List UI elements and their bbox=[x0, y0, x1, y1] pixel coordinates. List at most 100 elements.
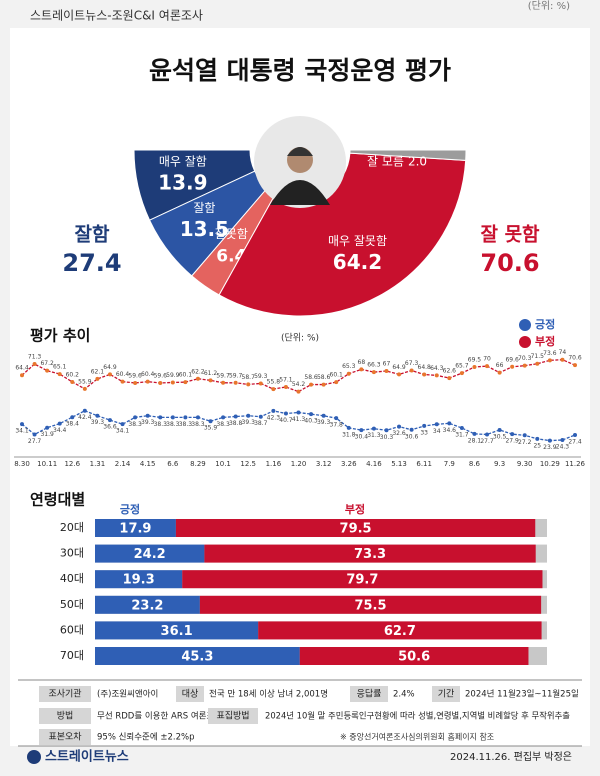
survey-label: 응답률 bbox=[357, 688, 382, 700]
survey-label-box bbox=[350, 686, 388, 702]
x-tick-label: 9.30 bbox=[517, 460, 533, 468]
data-label: 59.6 bbox=[128, 372, 142, 379]
data-label: 69.6 bbox=[505, 356, 519, 363]
point bbox=[32, 362, 37, 367]
point bbox=[334, 416, 339, 421]
bar bbox=[95, 621, 259, 640]
bar-label: 24.2 bbox=[134, 547, 166, 562]
bar-label: 75.5 bbox=[354, 598, 386, 613]
data-label: 30.6 bbox=[405, 433, 419, 440]
category-label: 70대 bbox=[60, 649, 84, 662]
x-tick-label: 10.29 bbox=[540, 460, 560, 468]
x-tick-label: 7.9 bbox=[444, 460, 455, 468]
point bbox=[485, 364, 490, 369]
point bbox=[283, 384, 288, 389]
photo-figure bbox=[270, 180, 330, 205]
data-label: 64.9 bbox=[392, 364, 406, 371]
point bbox=[170, 380, 175, 385]
data-label: 39.3 bbox=[242, 419, 256, 426]
data-label: 67.2 bbox=[40, 360, 54, 367]
point bbox=[82, 408, 87, 413]
credit: 2024.11.26. 편집부 박정은 bbox=[450, 751, 572, 763]
point bbox=[397, 424, 402, 429]
category-label: 60대 bbox=[60, 623, 84, 636]
data-label: 62.1 bbox=[91, 368, 105, 375]
point bbox=[472, 364, 477, 369]
slice-label: 잘함 bbox=[193, 201, 215, 215]
legend-label: 긍정 bbox=[535, 317, 555, 331]
bar-label: 79.5 bbox=[340, 522, 372, 537]
data-label: 38.3 bbox=[179, 421, 193, 428]
data-label: 36.6 bbox=[103, 424, 117, 431]
legend-marker bbox=[519, 336, 531, 348]
slice-value: 64.2 bbox=[333, 250, 382, 274]
data-label: 60.1 bbox=[330, 372, 344, 379]
survey-label-box bbox=[208, 708, 258, 724]
point bbox=[233, 414, 238, 419]
data-label: 65.7 bbox=[455, 363, 469, 370]
data-label: 30.3 bbox=[380, 434, 394, 441]
data-label: 68 bbox=[358, 359, 366, 366]
point bbox=[133, 415, 138, 420]
category-label: 50대 bbox=[60, 598, 84, 611]
survey-label-box bbox=[39, 729, 91, 745]
point bbox=[208, 419, 213, 424]
data-label: 54.2 bbox=[292, 381, 306, 388]
bar-label: 17.9 bbox=[119, 522, 151, 537]
pie-slice bbox=[349, 149, 467, 161]
point bbox=[57, 421, 62, 426]
bar-label: 45.3 bbox=[181, 650, 213, 665]
x-tick-label: 1.31 bbox=[90, 460, 106, 468]
legend-label: 부정 bbox=[535, 334, 555, 348]
data-label: 69.5 bbox=[468, 356, 482, 363]
point bbox=[296, 389, 301, 394]
x-tick-label: 8.30 bbox=[14, 460, 30, 468]
bar bbox=[95, 544, 205, 563]
x-tick-label: 5.13 bbox=[391, 460, 407, 468]
data-label: 62.2 bbox=[191, 368, 205, 375]
point bbox=[547, 358, 552, 363]
survey-label: 기간 bbox=[438, 689, 455, 700]
bar-label: 19.3 bbox=[123, 573, 155, 588]
point bbox=[510, 432, 515, 437]
data-label: 39.3 bbox=[91, 419, 105, 426]
data-label: 70.3 bbox=[518, 355, 532, 362]
point bbox=[70, 379, 75, 384]
data-label: 30.4 bbox=[355, 434, 369, 441]
point bbox=[472, 431, 477, 436]
bar-label: 36.1 bbox=[161, 624, 193, 639]
point bbox=[485, 432, 490, 437]
point bbox=[95, 376, 100, 381]
point bbox=[359, 367, 364, 372]
x-tick-label: 3.26 bbox=[341, 460, 357, 468]
point bbox=[258, 414, 263, 419]
point bbox=[371, 426, 376, 431]
point bbox=[233, 380, 238, 385]
bar bbox=[95, 570, 183, 589]
x-tick-label: 3.12 bbox=[316, 460, 332, 468]
data-label: 66 bbox=[496, 362, 504, 369]
data-label: 61.2 bbox=[204, 370, 218, 377]
point bbox=[107, 418, 112, 423]
point bbox=[45, 368, 50, 373]
slice-value: 2.0 bbox=[408, 154, 427, 168]
data-label: 39.3 bbox=[317, 419, 331, 426]
data-label: 24.3 bbox=[556, 443, 570, 450]
data-label: 58.6 bbox=[317, 374, 331, 381]
survey-label-box bbox=[432, 686, 460, 702]
total-label: 잘 못함 bbox=[480, 224, 540, 246]
data-label: 57.1 bbox=[279, 376, 293, 383]
x-tick-label: 6.11 bbox=[416, 460, 432, 468]
x-tick-label: 12.6 bbox=[64, 460, 80, 468]
point bbox=[183, 380, 188, 385]
data-label: 31.7 bbox=[455, 432, 469, 439]
point bbox=[522, 433, 527, 438]
data-label: 70.6 bbox=[568, 355, 582, 362]
data-label: 38.4 bbox=[66, 421, 80, 428]
point bbox=[321, 382, 326, 387]
data-label: 42.3 bbox=[267, 414, 281, 421]
data-label: 27.7 bbox=[480, 438, 494, 445]
data-label: 31.8 bbox=[342, 431, 356, 438]
note: ※ 중앙선거여론조사심의위원회 홈페이지 참조 bbox=[340, 732, 494, 742]
